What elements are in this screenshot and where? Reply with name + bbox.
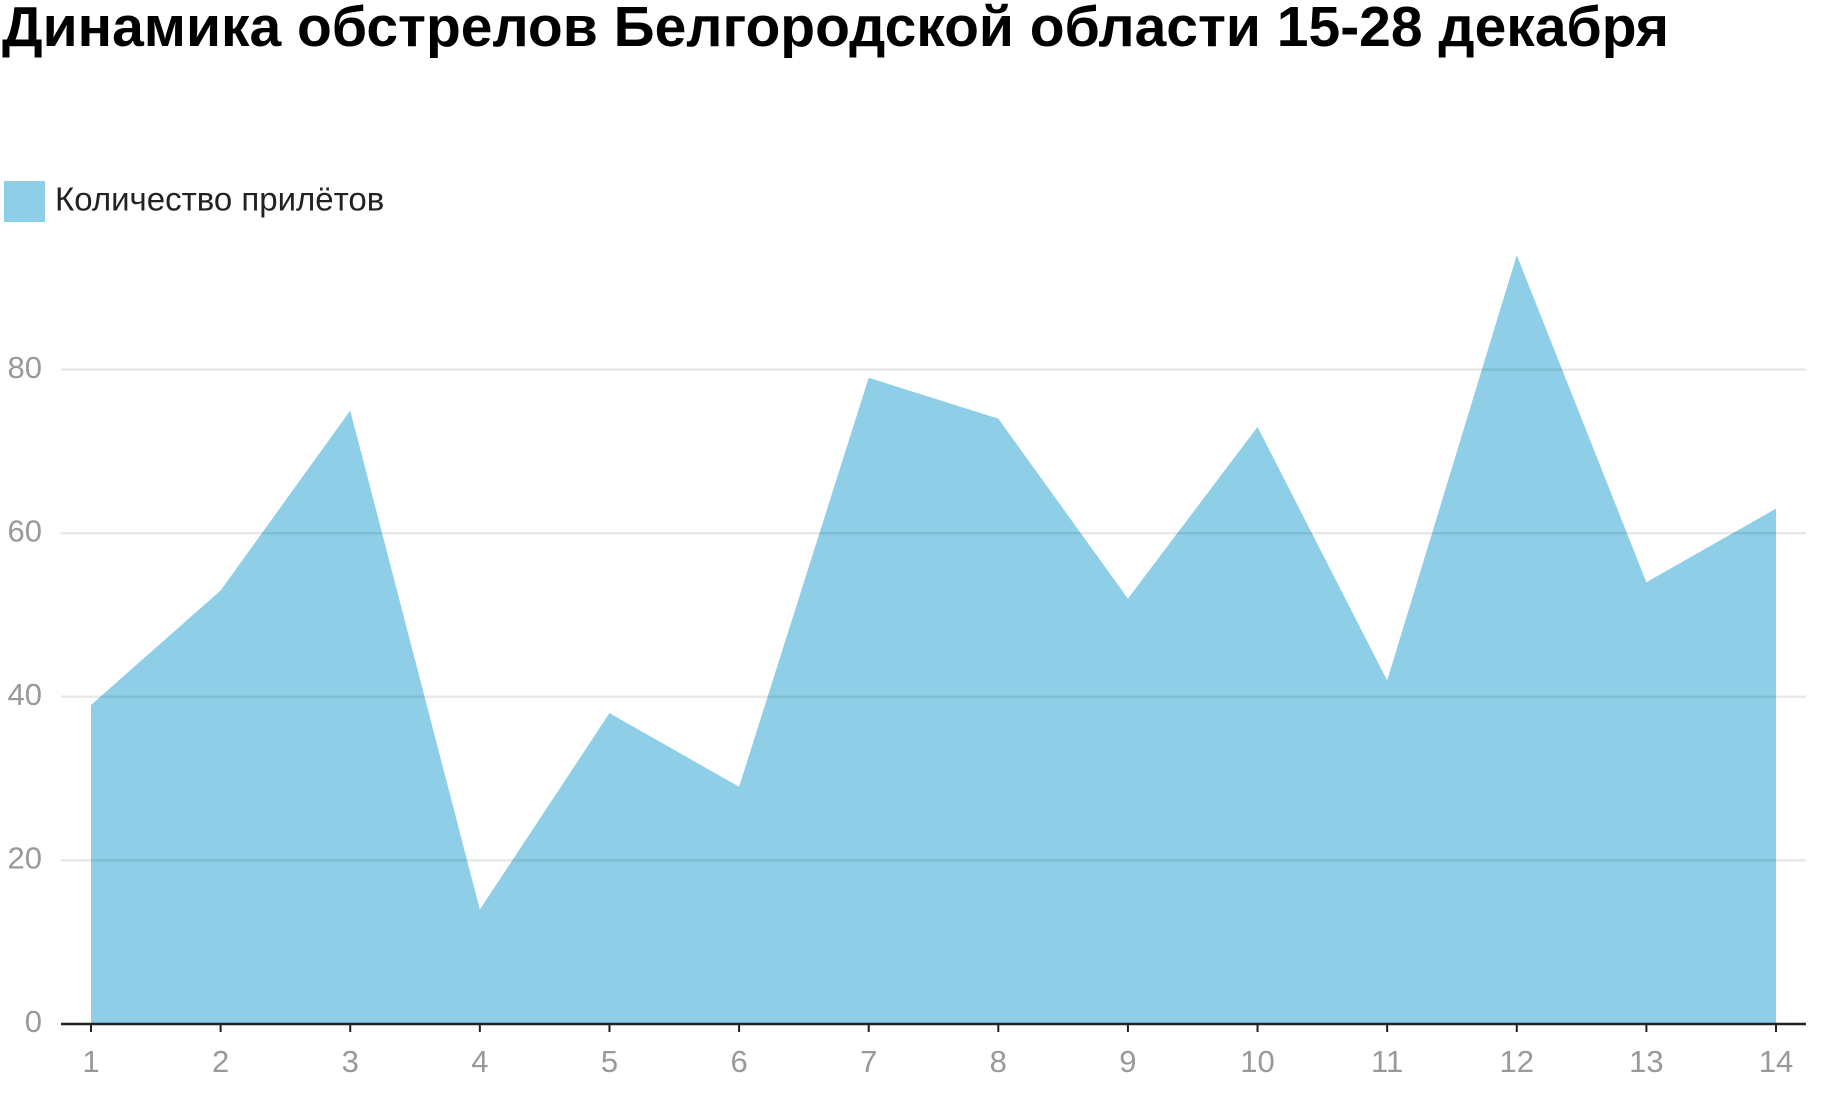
x-tick-label: 8 — [990, 1044, 1007, 1079]
x-tick-label: 4 — [471, 1044, 488, 1079]
y-tick-label: 20 — [8, 841, 42, 876]
x-tick-label: 12 — [1500, 1044, 1534, 1079]
y-tick-label: 80 — [8, 350, 42, 385]
x-tick-label: 13 — [1629, 1044, 1663, 1079]
y-tick-label: 0 — [25, 1004, 42, 1039]
x-tick-label: 11 — [1371, 1044, 1403, 1079]
x-tick-label: 5 — [601, 1044, 618, 1079]
x-tick-label: 7 — [860, 1044, 877, 1079]
x-tick-label: 10 — [1240, 1044, 1274, 1079]
x-tick-label: 6 — [730, 1044, 747, 1079]
x-tick-label: 3 — [342, 1044, 359, 1079]
y-tick-label: 40 — [8, 677, 42, 712]
chart-title: Динамика обстрелов Белгородской области … — [2, 0, 1670, 59]
legend-label: Количество прилётов — [55, 181, 384, 218]
x-tick-label: 14 — [1759, 1044, 1793, 1079]
x-tick-label: 1 — [82, 1044, 99, 1079]
x-tick-label: 9 — [1119, 1044, 1136, 1079]
area — [91, 255, 1776, 1024]
legend-swatch — [4, 181, 45, 222]
x-tick-label: 2 — [212, 1044, 229, 1079]
y-tick-label: 60 — [8, 513, 42, 548]
